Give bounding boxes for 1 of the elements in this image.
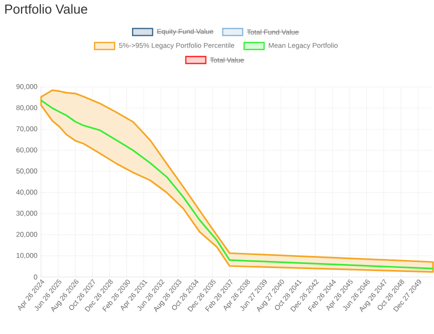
chart-title: Portfolio Value [5, 4, 88, 14]
